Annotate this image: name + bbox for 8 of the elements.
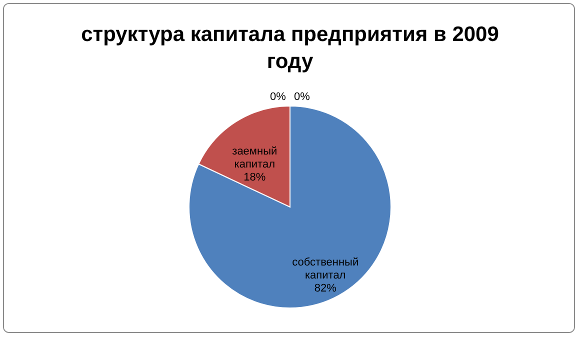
slice-label: собственный капитал	[292, 256, 359, 282]
text: 0%	[294, 91, 310, 103]
slice-label: заемный капитал	[232, 145, 278, 170]
data-label: 18%	[244, 171, 266, 184]
pie-slice	[188, 106, 392, 308]
text: 0%	[270, 91, 286, 103]
data-label: 82%	[314, 282, 337, 295]
chart-title: структура капитала предприятия в 2009 году	[81, 23, 499, 73]
